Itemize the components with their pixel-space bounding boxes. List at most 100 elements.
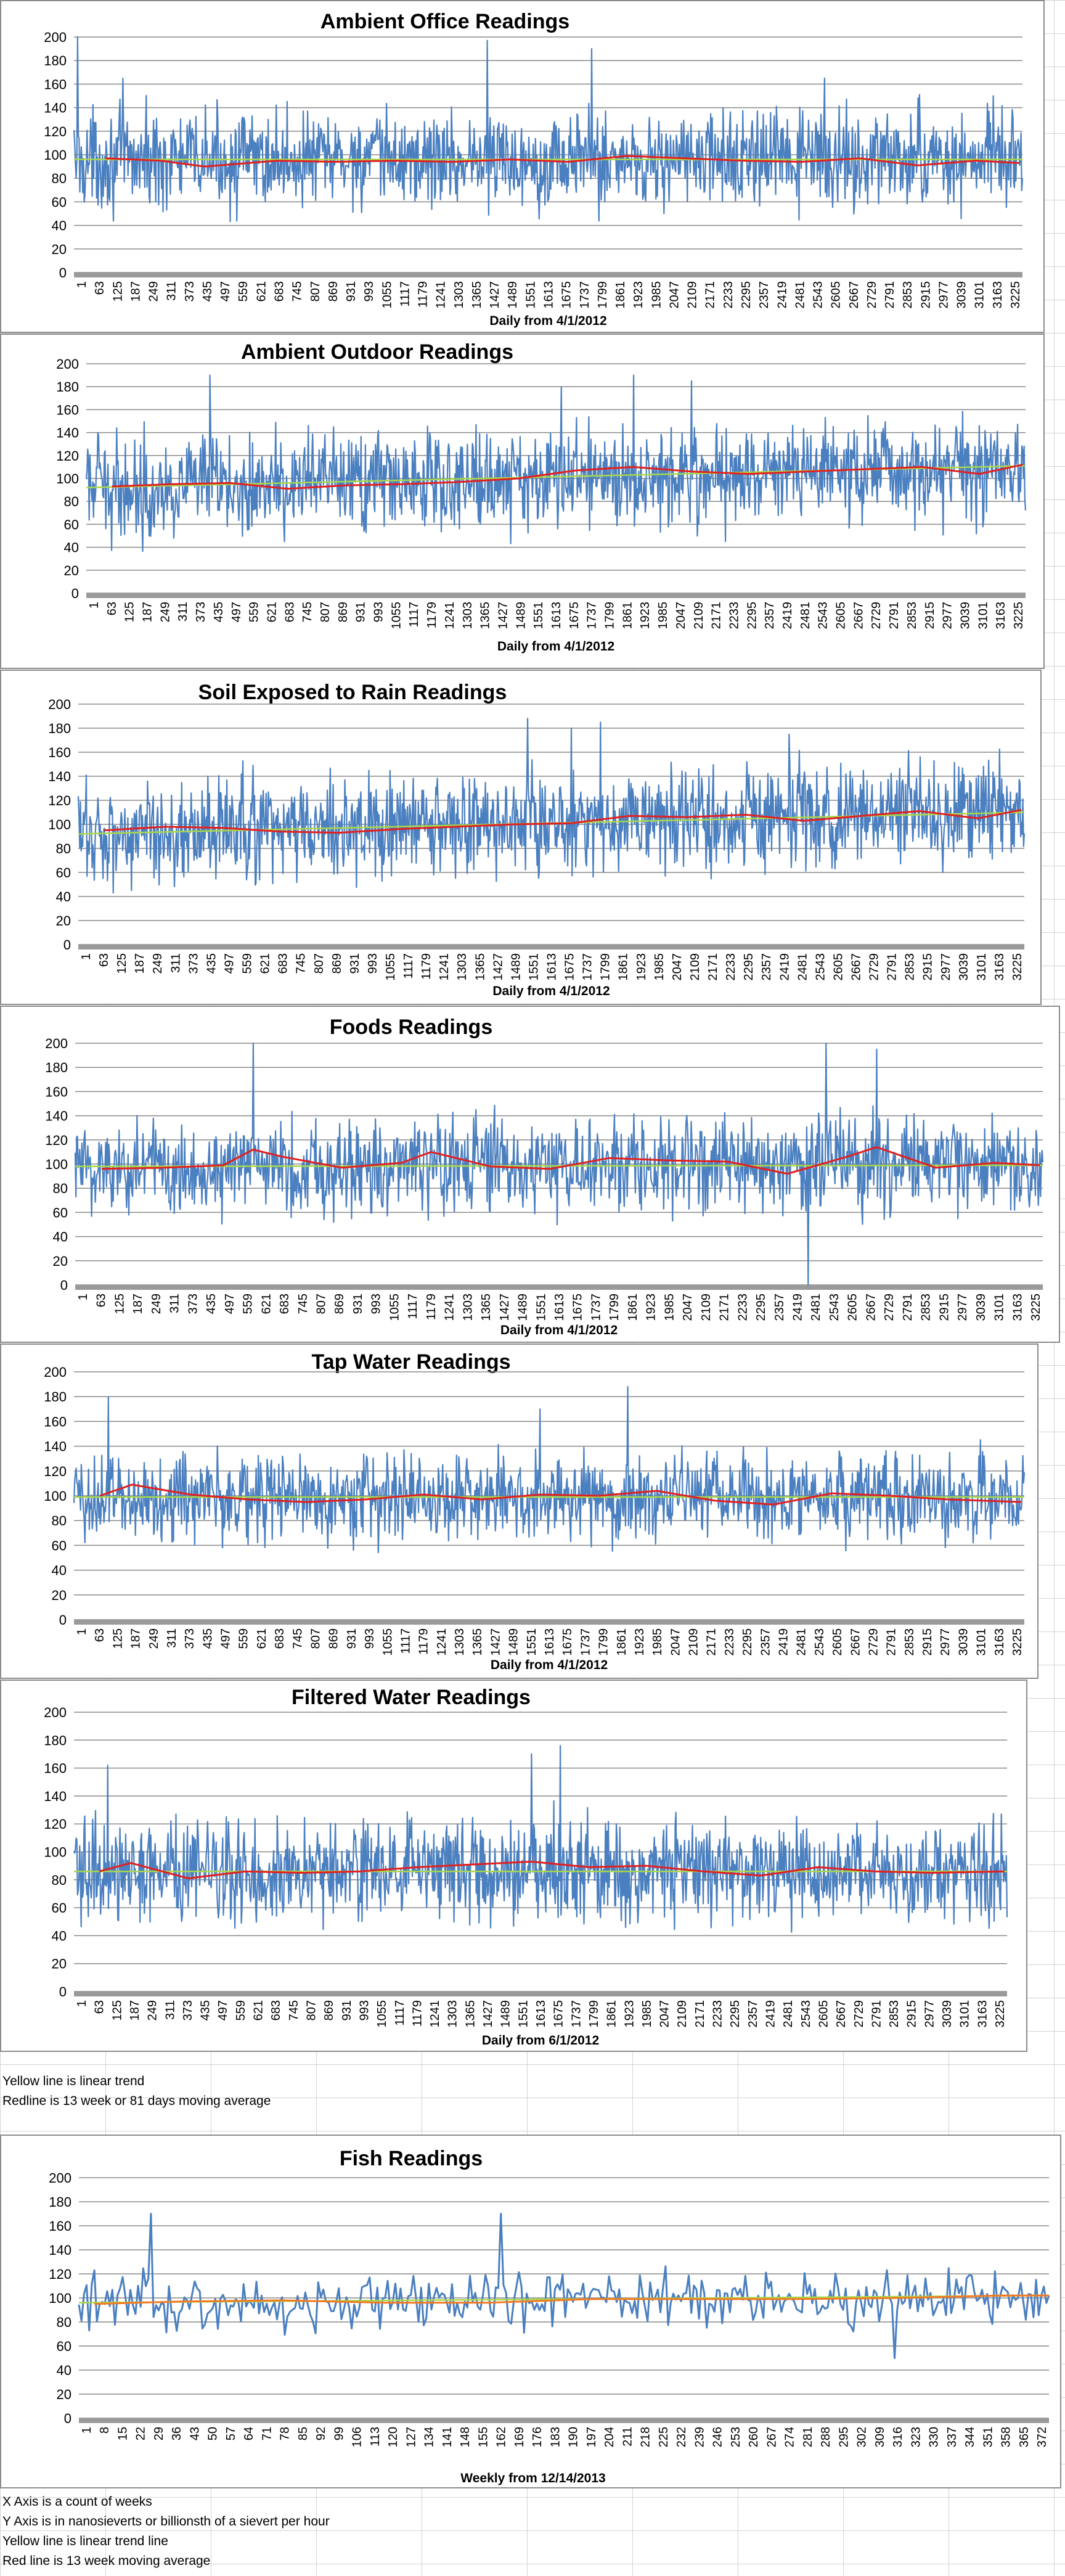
x-tick-label: 869 [327,281,340,301]
x-tick-label: 246 [711,2427,725,2447]
x-tick-label: 1985 [653,953,666,981]
x-tick-label: 311 [165,281,179,301]
y-tick-label: 80 [53,1181,68,1196]
y-tick-label: 60 [56,865,71,880]
x-tick-label: 435 [205,1294,218,1314]
x-tick-label: 1551 [524,281,537,309]
x-tick-label: 2047 [681,1294,695,1321]
x-tick-label: 807 [305,2000,319,2020]
x-tick-label: 993 [372,602,386,622]
x-axis-title: Daily from 4/1/2012 [500,1323,618,1337]
x-tick-label: 187 [129,1628,143,1649]
x-tick-label: 2233 [711,2000,725,2028]
x-tick-label: 621 [259,1294,273,1314]
y-tick-label: 120 [44,1464,67,1479]
x-tick-label: 125 [111,1628,124,1649]
x-tick-label: 311 [168,1294,182,1313]
y-tick-label: 60 [52,194,67,210]
x-tick-label: 1551 [534,1294,548,1321]
x-tick-label: 2109 [688,953,702,981]
x-tick-label: 683 [273,1628,287,1649]
x-tick-label: 435 [212,602,226,622]
x-tick-label: 1303 [461,1294,475,1321]
x-tick-label: 683 [272,281,286,301]
x-tick-label: 187 [141,602,155,622]
x-tick-label: 1861 [617,953,630,981]
x-tick-label: 1799 [599,953,613,981]
chart-panel: Filtered Water Readings 0 20 40 60 80 100 120 14… [0,1680,1027,2052]
x-tick-label: 2481 [795,1628,809,1656]
x-tick-label: 1923 [639,602,652,630]
y-tick-label: 0 [60,1278,68,1293]
x-tick-label: 2233 [736,1294,749,1321]
x-axis-line [78,945,1024,950]
y-tick-label: 40 [53,1229,68,1245]
chart-svg: Soil Exposed to Rain Readings 0 20 40 60 80 10… [48,681,1026,998]
y-tick-label: 200 [45,1036,68,1051]
x-tick-label: 2667 [852,602,865,630]
x-tick-label: 1489 [506,281,520,309]
x-tick-label: 2729 [852,2000,866,2028]
moving-average-line [101,1146,1040,1175]
chart-svg: Ambient Office Readings02040608010012014… [44,10,1024,328]
x-tick-label: 1241 [443,1294,457,1321]
x-tick-label: 155 [476,2427,490,2447]
x-tick-label: 931 [340,2000,354,2020]
x-tick-label: 127 [404,2427,418,2447]
x-tick-label: 1241 [443,602,457,630]
x-tick-label: 1303 [455,953,469,981]
x-tick-label: 745 [295,953,308,974]
x-axis-title: Daily from 4/1/2012 [489,314,606,328]
x-tick-label: 3225 [1012,602,1026,630]
y-tick-label: 40 [52,218,67,234]
x-tick-label: 1737 [578,281,592,309]
x-tick-label: 218 [639,2427,653,2447]
chart-panel: Tap Water Readings 0 20 40 60 80 100 120 140 160 1… [0,1343,1038,1679]
x-tick-label: 373 [187,953,200,974]
x-tick-label: 2729 [867,1628,880,1656]
x-tick-label: 64 [242,2427,256,2440]
x-tick-label: 2729 [883,1294,896,1321]
x-tick-label: 2481 [793,281,807,309]
x-tick-label: 2481 [781,2000,795,2028]
x-tick-label: 92 [314,2427,328,2440]
raw-readings-series [85,374,1027,552]
y-tick-label: 80 [64,494,79,509]
note-trend-weekly: Yellow line is linear trend line [2,2534,168,2548]
x-tick-label: 1861 [615,1628,629,1656]
note-moving-avg-daily: Redline is 13 week or 81 days moving ave… [2,2094,271,2108]
y-tick-label: 60 [64,517,79,532]
x-tick-label: 1 [75,2000,89,2007]
x-tick-label: 2233 [724,953,738,981]
x-tick-label: 372 [1035,2427,1049,2447]
x-tick-label: 1799 [596,281,610,309]
x-tick-label: 1861 [605,2000,619,2028]
x-tick-label: 2109 [687,1628,701,1656]
y-tick-label: 0 [63,937,71,953]
raw-readings-series [73,1386,1026,1554]
x-tick-label: 1675 [563,953,577,981]
x-tick-label: 1427 [481,2000,495,2028]
y-tick-label: 20 [53,1253,68,1269]
x-tick-label: 1365 [473,953,487,981]
x-tick-label: 281 [801,2427,815,2447]
x-tick-label: 1365 [479,602,492,630]
x-tick-label: 295 [837,2427,851,2447]
x-tick-label: 2543 [812,281,825,309]
x-tick-label: 190 [567,2427,581,2447]
x-tick-label: 1241 [428,2000,442,2028]
x-tick-label: 2605 [834,602,848,630]
x-tick-label: 621 [252,2000,266,2020]
x-tick-label: 373 [186,1294,200,1314]
x-tick-label: 373 [181,2000,195,2020]
x-axis-line [79,2418,1049,2423]
x-tick-label: 993 [357,2000,371,2020]
x-tick-label: 2295 [741,1628,754,1656]
chart-svg: Tap Water Readings 0 20 40 60 80 100 120 140 160 1… [44,1350,1026,1672]
chart-title: Tap Water Readings [311,1350,510,1374]
x-tick-label: 3039 [957,1628,970,1656]
x-axis-line [86,593,1026,598]
chart-panel: Fish Readings 0 20 40 60 80 100 120 140 160 180 200… [0,2135,1061,2488]
y-tick-label: 140 [44,1439,67,1454]
x-tick-label: 1427 [498,1294,512,1321]
